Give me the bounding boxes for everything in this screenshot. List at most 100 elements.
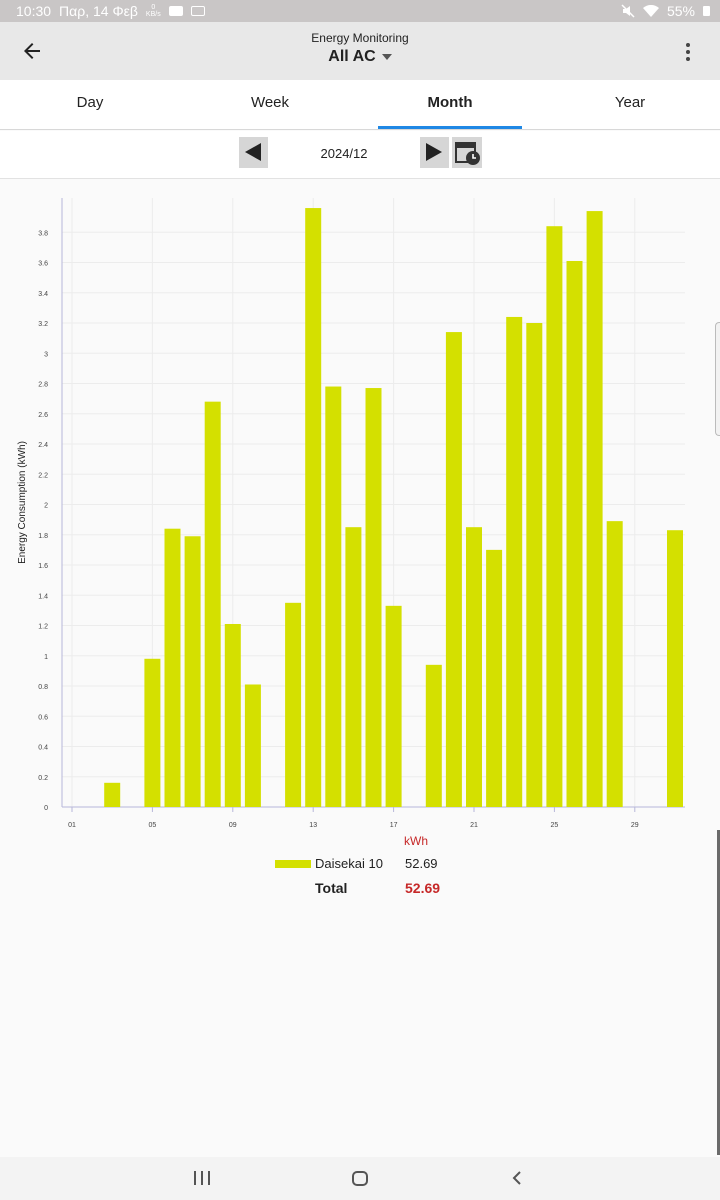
x-tick-label: 09: [229, 822, 237, 829]
y-tick-label: 2: [44, 503, 48, 510]
caret-down-icon: [381, 54, 392, 60]
system-nav-bar: [0, 1157, 720, 1200]
wifi-icon: [642, 4, 659, 17]
y-tick-label: 3.8: [38, 230, 48, 237]
total-value: 52.69: [405, 880, 441, 896]
more-vert-icon[interactable]: [678, 41, 698, 63]
bar-day-27[interactable]: [586, 211, 603, 807]
y-tick-label: 0.2: [38, 775, 48, 782]
x-tick-label: 21: [470, 822, 478, 829]
y-tick-label: 2.4: [38, 442, 48, 449]
y-tick-label: 1: [44, 654, 48, 661]
x-tick-label: 25: [551, 822, 559, 829]
x-tick-label: 01: [68, 822, 76, 829]
x-tick-label: 29: [631, 822, 639, 829]
y-tick-label: 1.6: [38, 563, 48, 570]
recent-apps-icon[interactable]: [194, 1171, 210, 1185]
home-icon[interactable]: [352, 1171, 368, 1186]
unit-label: kWh: [404, 834, 428, 848]
edge-panel-handle[interactable]: [715, 322, 720, 436]
scrollbar[interactable]: [717, 830, 720, 1155]
prev-period-button[interactable]: [239, 137, 268, 168]
bar-day-13[interactable]: [305, 208, 322, 808]
energy-chart: 0 0.2 0.4 0.6 0.8 1 1.2 1.4 1.6 1.8 2 2.2 2.4 2.6 2.8 3…: [0, 180, 720, 860]
bar-day-21[interactable]: [466, 527, 482, 807]
bar-day-20[interactable]: [445, 332, 462, 807]
bar-day-07[interactable]: [184, 536, 201, 807]
app-subtitle: Energy Monitoring: [311, 31, 409, 45]
y-tick-label: 0.8: [38, 684, 48, 691]
bar-chart: 0 0.2 0.4 0.6 0.8 1 1.2 1.4 1.6 1.8 2 2.2 2.4 2.6 2.8 3…: [17, 198, 685, 829]
triangle-right-icon: [426, 143, 442, 161]
status-bar: 10:30 Παρ, 14 Φεβ 0 KB/s 55%: [0, 0, 720, 22]
mute-icon: [621, 4, 635, 18]
net-speed-value: 0: [151, 4, 156, 11]
current-period-label: 2024/12: [320, 146, 368, 161]
y-tick-label: 3.6: [38, 261, 48, 268]
y-tick-label: 0.6: [38, 714, 48, 721]
total-label: Total: [315, 880, 348, 896]
gallery-notification-icon: [190, 6, 205, 16]
bar-day-03[interactable]: [104, 782, 121, 807]
period-tabs: Day Week Month Year: [0, 80, 720, 130]
y-tick-label: 2.8: [38, 382, 48, 389]
battery-icon: [703, 6, 710, 16]
device-selector-label: All AC: [328, 48, 376, 65]
y-tick-label: 3.4: [38, 291, 48, 298]
y-tick-label: 1.8: [38, 533, 48, 540]
y-tick-label: 2.6: [38, 412, 48, 419]
app-bar: Energy Monitoring All AC: [0, 22, 720, 80]
y-tick-label: 3: [44, 351, 48, 358]
legend-series-value: 52.69: [405, 856, 438, 871]
y-tick-label: 0.4: [38, 745, 48, 752]
x-tick-label: 13: [309, 822, 317, 829]
device-selector[interactable]: All AC: [328, 48, 392, 66]
triangle-left-icon: [245, 143, 261, 161]
tab-day[interactable]: Day: [76, 94, 104, 111]
bar-day-15[interactable]: [345, 527, 362, 807]
legend-swatch: [275, 859, 311, 868]
bar-day-10[interactable]: [244, 684, 261, 807]
bar-day-05[interactable]: [144, 658, 161, 807]
next-period-button[interactable]: [420, 137, 449, 168]
bar-day-06[interactable]: [164, 528, 181, 807]
bar-day-24[interactable]: [526, 323, 543, 807]
tab-week[interactable]: Week: [250, 94, 290, 111]
net-speed-indicator: 0 KB/s: [146, 4, 161, 18]
status-date: Παρ, 14 Φεβ: [59, 3, 138, 19]
y-tick-label: 1.4: [38, 593, 48, 600]
youtube-notification-icon: [168, 6, 183, 16]
tab-month[interactable]: Month: [427, 94, 473, 111]
bar-day-16[interactable]: [365, 388, 382, 807]
bar-day-31[interactable]: [667, 530, 683, 807]
bar-day-14[interactable]: [325, 386, 342, 807]
legend-series-name: Daisekai 10: [315, 856, 383, 871]
y-axis-title: Energy Consumption (kWh): [17, 441, 28, 564]
date-navigation: 2024/12: [0, 131, 720, 179]
bar-day-25[interactable]: [546, 226, 563, 807]
bar-day-26[interactable]: [566, 260, 583, 807]
y-tick-label: 2.2: [38, 472, 48, 479]
status-time: 10:30: [16, 3, 52, 19]
x-tick-label: 05: [149, 822, 157, 829]
bar-day-08[interactable]: [204, 401, 221, 807]
tab-year[interactable]: Year: [614, 94, 646, 111]
bar-day-22[interactable]: [486, 549, 503, 807]
battery-percent: 55%: [666, 3, 695, 19]
total-row: Total 52.69: [315, 880, 440, 896]
legend-item: Daisekai 10 52.69: [275, 856, 438, 871]
bar-day-23[interactable]: [506, 316, 523, 807]
y-tick-label: 0: [44, 805, 48, 812]
bar-day-12[interactable]: [285, 602, 302, 807]
back-chevron-icon[interactable]: [511, 1171, 525, 1185]
calendar-clock-icon[interactable]: [452, 137, 482, 168]
arrow-left-icon[interactable]: [20, 39, 44, 63]
net-speed-unit: KB/s: [145, 11, 161, 18]
y-tick-label: 3.2: [38, 321, 48, 328]
bar-day-19[interactable]: [425, 664, 442, 807]
bar-day-17[interactable]: [385, 605, 402, 807]
bar-day-09[interactable]: [224, 623, 241, 807]
y-tick-label: 1.2: [38, 624, 48, 631]
bar-day-28[interactable]: [606, 521, 623, 807]
x-tick-label: 17: [390, 822, 398, 829]
